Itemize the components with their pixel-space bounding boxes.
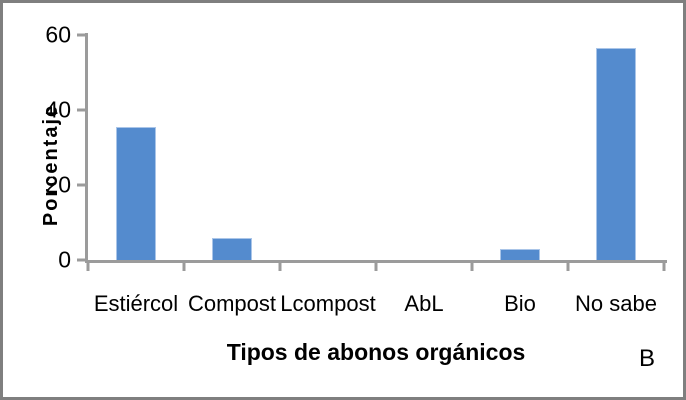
x-axis-tick <box>182 263 186 271</box>
y-axis-tick <box>77 108 85 112</box>
x-tick-label-compost: Compost <box>187 291 277 316</box>
y-tick-marks <box>77 33 85 262</box>
x-category-labels: Estiércol Compost Lcompost AbL Bio No sabe <box>88 291 664 317</box>
x-axis-tick <box>566 263 570 271</box>
x-axis-tick <box>470 263 474 271</box>
y-axis-tick <box>77 183 85 187</box>
y-tick-labels: 0 20 40 60 <box>17 23 71 271</box>
bar-compost <box>212 237 252 260</box>
y-tick-label-60: 60 <box>45 21 71 48</box>
x-tick-label-no-sabe: No sabe <box>575 291 657 316</box>
x-tick-label-estiercol: Estiércol <box>93 291 179 316</box>
x-axis-tick <box>86 263 90 271</box>
panel-letter: B <box>638 345 655 372</box>
x-tick-label-lcompost: Lcompost <box>280 291 376 316</box>
x-axis-line <box>85 260 667 263</box>
x-axis-tick <box>662 263 666 271</box>
x-axis-title: Tipos de abonos orgánicos <box>226 339 526 365</box>
x-axis-tick <box>278 263 282 271</box>
x-tick-label-bio: Bio <box>504 291 536 316</box>
bar-no-sabe <box>596 48 636 260</box>
y-axis-tick <box>77 33 85 37</box>
x-tick-label-abl: AbL <box>404 291 444 316</box>
y-tick-label-20: 20 <box>45 171 71 198</box>
y-tick-label-40: 40 <box>45 96 71 123</box>
x-tick-marks <box>86 263 666 271</box>
plot-area <box>88 35 664 260</box>
bar-bio <box>500 248 540 260</box>
y-axis-line <box>85 33 88 263</box>
y-tick-label-0: 0 <box>58 246 71 273</box>
x-axis-tick <box>374 263 378 271</box>
y-axis-tick <box>77 258 85 262</box>
bar-estiercol <box>116 126 156 260</box>
